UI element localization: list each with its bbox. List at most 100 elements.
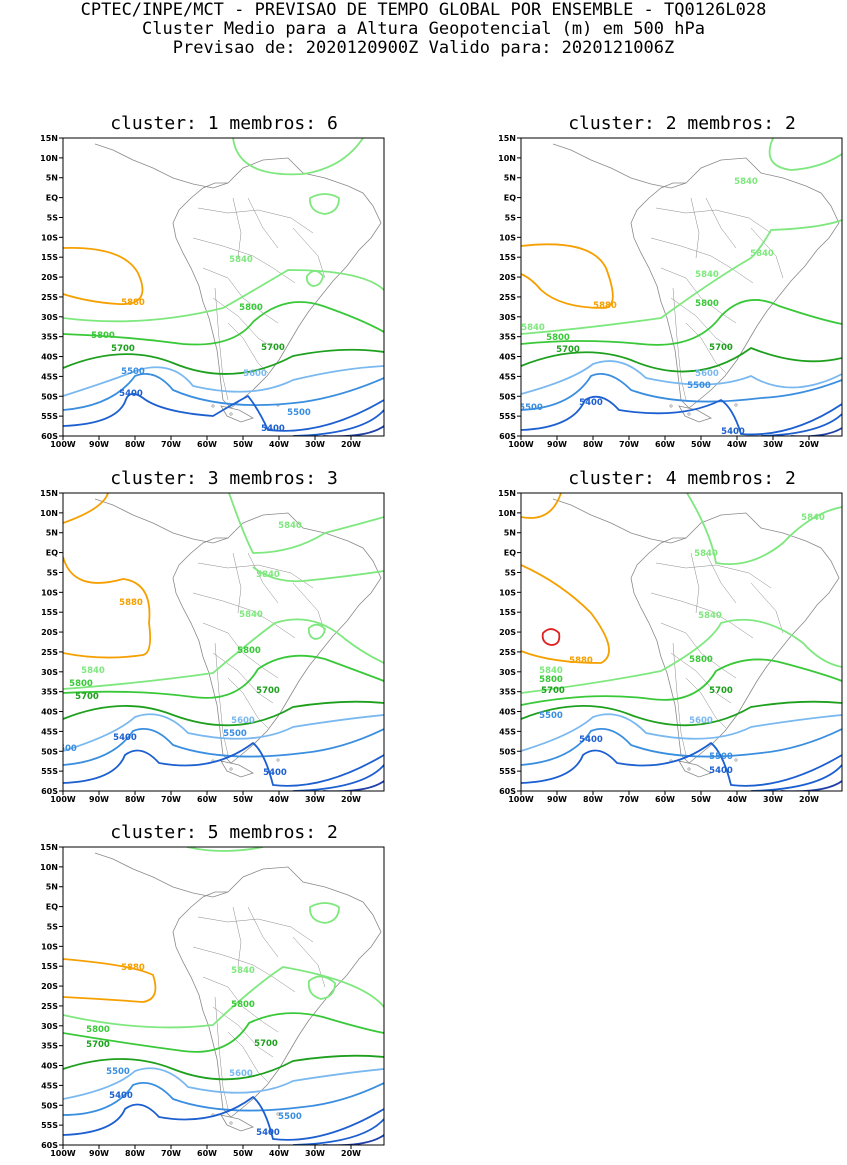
lat-label: 15N	[40, 134, 58, 143]
lat-label: 60S	[499, 787, 516, 796]
lon-label: 20W	[799, 795, 819, 804]
country-border	[685, 322, 727, 374]
contour-c5600a	[63, 1067, 384, 1100]
lat-label: EQ	[46, 549, 58, 558]
tierra-del-fuego-outline	[220, 405, 254, 423]
lat-label: 5S	[505, 213, 517, 222]
contour-label-c5800a: 5800	[91, 331, 115, 341]
contour-c5500a	[63, 727, 384, 766]
contour-deep1	[292, 1118, 384, 1145]
central-america-outline	[552, 498, 687, 544]
lat-label: 10N	[498, 154, 516, 163]
tierra-del-fuego-outline	[220, 1114, 254, 1132]
country-border	[202, 267, 279, 324]
lat-label: 15N	[40, 489, 58, 498]
contour-label-c5700a: 5700	[86, 1040, 110, 1050]
contour-label-c5400b: 5400	[263, 768, 287, 778]
contour-c5700a	[63, 700, 384, 727]
contour-label-c5800a: 5800	[546, 333, 570, 343]
contour-label-c5500b: 5500	[687, 381, 711, 391]
lat-label: 45S	[41, 727, 58, 736]
contour-c5880b	[521, 564, 610, 664]
contour-c5700a	[521, 700, 842, 727]
lat-label: 55S	[41, 767, 58, 776]
contour-c5800a	[521, 299, 842, 346]
contour-label-c5840c: 5840	[256, 570, 280, 580]
contour-label-c5400a: 5400	[113, 733, 137, 743]
lon-label: 60W	[655, 795, 675, 804]
lon-label: 90W	[89, 795, 109, 804]
tierra-del-fuego-outline	[678, 760, 712, 778]
country-border	[212, 1006, 274, 1058]
contour-c5840a	[521, 219, 842, 335]
contour-c5880a	[521, 243, 614, 309]
lon-label: 50W	[233, 795, 253, 804]
forecast-dates: Previsao de: 2020120900Z Valido para: 20…	[172, 38, 675, 58]
lat-label: EQ	[504, 194, 516, 203]
contour-c5840c	[309, 193, 340, 215]
contour-deep1	[292, 409, 384, 436]
contour-c5880a	[63, 246, 144, 305]
lon-label: 30W	[763, 795, 783, 804]
lat-label: 50S	[499, 392, 516, 401]
lat-label: 55S	[499, 412, 516, 421]
contour-label-c5500a: 5500	[106, 1067, 130, 1077]
lat-label: 15S	[41, 608, 58, 617]
contour-c5800a	[63, 1012, 384, 1053]
country-border	[750, 582, 784, 634]
lat-label: 55S	[41, 1121, 58, 1130]
contour-deep2	[323, 425, 384, 436]
contour-deep2	[323, 1134, 384, 1145]
country-border	[650, 592, 754, 639]
country-border	[690, 552, 700, 614]
lon-label: 60W	[197, 440, 217, 449]
lat-label: 30S	[41, 313, 58, 322]
lon-label: 20W	[341, 1149, 361, 1158]
contour-label-c5500a: 5500	[539, 711, 563, 721]
island	[687, 767, 691, 771]
lat-label: 50S	[499, 747, 516, 756]
contour-label-c5400a: 5400	[579, 735, 603, 745]
contour-c5840a	[63, 966, 384, 1029]
contour-c5700a	[521, 347, 842, 373]
contour-c5500a	[63, 372, 384, 411]
contour-c5400a	[63, 742, 384, 787]
contour-label-c5700b: 5700	[709, 343, 733, 353]
contour-label-c5400a: 5400	[109, 1091, 133, 1101]
panel-2-title: cluster: 2 membros: 2	[568, 113, 796, 134]
lat-label: 30S	[499, 668, 516, 677]
contour-label-c5500a: 5500	[121, 367, 145, 377]
lon-label: 30W	[763, 440, 783, 449]
lat-label: 35S	[499, 333, 516, 342]
lat-label: 35S	[41, 1042, 58, 1051]
central-america-outline	[94, 852, 229, 898]
country-border	[660, 622, 737, 679]
plot-frame	[62, 137, 385, 437]
contour-label-c5840a: 5840	[539, 666, 563, 676]
country-border	[214, 287, 229, 401]
lat-label: 10S	[499, 588, 516, 597]
lat-label: 45S	[41, 1081, 58, 1090]
contour-c5840b	[232, 138, 364, 176]
country-border	[192, 237, 296, 284]
lon-label: 60W	[655, 440, 675, 449]
contour-label-c5840a: 5840	[81, 666, 105, 676]
tierra-del-fuego-outline	[220, 760, 254, 778]
country-border	[214, 642, 229, 756]
contour-red1	[541, 628, 561, 646]
contour-label-c5700b: 5700	[254, 1039, 278, 1049]
lon-label: 60W	[197, 1149, 217, 1158]
contour-label-c5500a: 5500	[519, 403, 543, 413]
lat-label: 40S	[41, 708, 58, 717]
contour-c5500a	[521, 727, 842, 766]
lat-label: 30S	[41, 1022, 58, 1031]
lat-label: 60S	[41, 432, 58, 441]
lat-label: 55S	[499, 767, 516, 776]
island	[229, 1121, 233, 1125]
contour-label-c5500a: 5500	[53, 744, 77, 754]
central-america-outline	[94, 143, 229, 189]
